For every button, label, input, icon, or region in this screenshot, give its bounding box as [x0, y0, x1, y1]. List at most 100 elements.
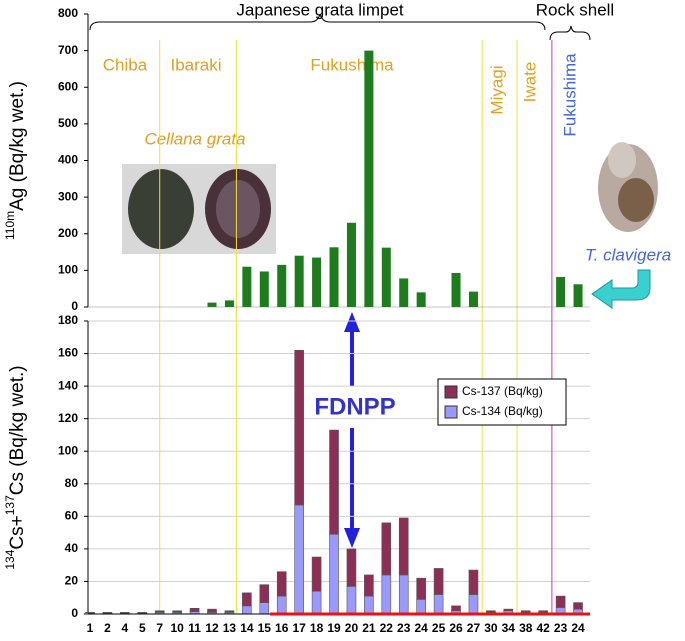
site-label: FDNPP [314, 393, 395, 420]
bar-segment [486, 610, 496, 613]
y-tick-label: 0 [71, 606, 78, 620]
brace [89, 13, 546, 31]
x-tick-label: 11 [188, 621, 201, 635]
y-axis-label: 134Cs+137Cs (Bq/kg wet.) [3, 365, 28, 569]
brace [549, 25, 591, 41]
bar-segment [416, 577, 426, 600]
x-tick-label: 23 [397, 621, 411, 635]
pointer-arrow [591, 269, 651, 309]
bar-segment [398, 574, 409, 615]
bar-segment [346, 586, 357, 615]
bar-segment [259, 602, 270, 615]
bar-segment [311, 556, 322, 592]
x-tick-label: 1 [87, 621, 94, 635]
y-tick-label: 80 [65, 476, 79, 490]
region-label: Chiba [103, 55, 148, 74]
bar-segment [573, 602, 583, 610]
species-label: T. clavigera [585, 245, 671, 264]
x-tick-label: 30 [484, 621, 498, 635]
bar-segment [276, 595, 287, 615]
bar-segment [520, 610, 531, 613]
x-tick-label: 2 [104, 621, 111, 635]
fdnpp-arrow [344, 312, 360, 548]
x-tick-label: 19 [327, 621, 341, 635]
bar-segment [364, 574, 374, 597]
x-tick-label: 15 [258, 621, 272, 635]
x-tick-label: 34 [502, 621, 516, 635]
bar [556, 276, 566, 307]
x-tick-label: 23 [554, 621, 568, 635]
bar-segment [468, 594, 479, 615]
bar-segment [381, 522, 392, 576]
bar [277, 264, 287, 307]
region-label: Iwate [520, 62, 539, 103]
bar [224, 300, 234, 307]
legend-swatch [444, 385, 458, 399]
x-tick-label: 17 [292, 621, 306, 635]
limpet-photo [122, 164, 276, 254]
legend-swatch [444, 405, 458, 419]
bar [381, 247, 391, 307]
bar-segment [329, 533, 339, 615]
y-tick-label: 200 [58, 226, 78, 240]
y-tick-label: 180 [58, 313, 78, 327]
bar-segment [242, 605, 252, 615]
bar-segment [137, 612, 148, 614]
x-tick-label: 12 [205, 621, 219, 635]
y-tick-label: 0 [71, 299, 78, 313]
bar-segment [102, 612, 113, 614]
y-tick-label: 160 [58, 346, 78, 360]
bar [207, 302, 217, 307]
y-tick-label: 800 [58, 6, 78, 20]
group-label: Japanese grata limpet [236, 0, 404, 19]
bar [416, 292, 426, 307]
y-tick-label: 400 [58, 153, 78, 167]
bar [451, 272, 461, 307]
bar-segment [207, 608, 217, 613]
bar-segment [555, 595, 566, 608]
x-tick-label: 5 [139, 621, 146, 635]
bar [294, 255, 304, 307]
y-tick-label: 20 [65, 574, 79, 588]
y-tick-label: 100 [58, 443, 78, 457]
bar-segment [381, 574, 392, 615]
x-tick-label: 22 [380, 621, 394, 635]
bar-segment [346, 548, 357, 587]
x-tick-label: 24 [414, 621, 428, 635]
bar-segment [433, 594, 444, 615]
bar [573, 284, 583, 307]
bar-segment [329, 429, 339, 535]
x-tick-label: 27 [467, 621, 481, 635]
x-tick-label: 4 [122, 621, 129, 635]
bar-segment [294, 504, 304, 615]
y-tick-label: 600 [58, 79, 78, 93]
x-tick-label: 14 [240, 621, 254, 635]
legend-box [437, 378, 567, 426]
x-tick-label: 24 [571, 621, 585, 635]
y-tick-label: 500 [58, 116, 78, 130]
y-axis-label-part: Cs (Bq/kg wet.) [7, 365, 28, 495]
y-tick-label: 700 [58, 43, 78, 57]
bar-segment [276, 571, 287, 597]
x-tick-label: 18 [310, 621, 324, 635]
bar-segment [311, 590, 322, 615]
bar-segment [416, 599, 426, 615]
bar-segment [154, 610, 165, 613]
bar [364, 50, 374, 307]
x-tick-label: 20 [345, 621, 359, 635]
y-tick-label: 100 [58, 263, 78, 277]
y-tick-label: 140 [58, 378, 78, 392]
group-label: Rock shell [536, 0, 614, 19]
x-tick-label: 38 [519, 621, 533, 635]
bar [312, 257, 322, 307]
bar-segment [364, 595, 374, 615]
bar-segment [468, 569, 479, 595]
y-axis-label: 110mAg (Bq/kg wet.) [3, 81, 28, 240]
bar-segment [451, 605, 461, 612]
shell-photo [598, 142, 658, 232]
bar [329, 247, 339, 307]
x-tick-label: 42 [537, 621, 551, 635]
legend-label: Cs-134 (Bq/kg) [462, 404, 543, 418]
bar-segment [538, 610, 548, 613]
